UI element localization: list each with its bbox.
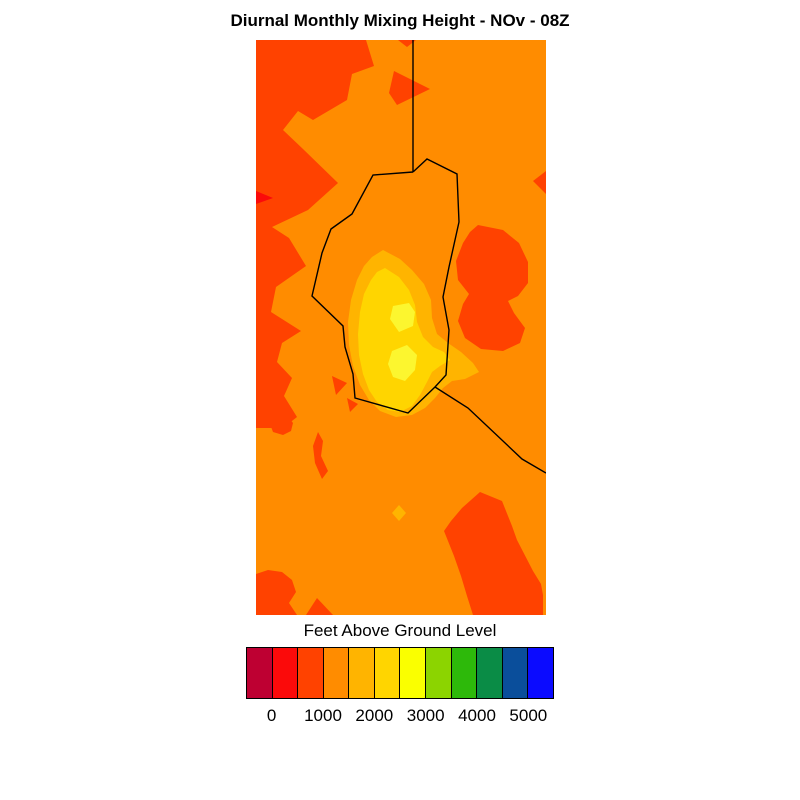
colorbar-tick-label: 0 (266, 706, 277, 725)
colorbar-tick-label: 1000 (304, 706, 342, 725)
colorbar-cell-3 (323, 647, 350, 699)
colorbar-cell-1 (272, 647, 299, 699)
colorbar-label: Feet Above Ground Level (303, 621, 497, 640)
colorbar-cell-5 (374, 647, 401, 699)
colorbar-cell-2 (298, 647, 324, 699)
colorbar-cell-8 (451, 647, 478, 699)
colorbar-tick-label: 5000 (509, 706, 548, 725)
red-blob-bottom-right (444, 492, 543, 615)
red-triangle-top (389, 71, 430, 105)
colorbar-tick-label: 3000 (406, 706, 445, 725)
red-triangle-bottom (306, 598, 333, 615)
colorbar (246, 647, 554, 699)
red-triangle-b (347, 398, 358, 412)
red-notch-top-edge (398, 40, 416, 47)
mixing-height-map (256, 40, 546, 615)
pure-red-wedge-left-edge (256, 191, 273, 204)
colorbar-cell-9 (477, 647, 503, 699)
gold-blob (358, 268, 450, 412)
amber-diamond (392, 505, 406, 521)
yellow-patch-lower (388, 345, 417, 381)
county-boundary (311, 158, 460, 414)
red-northwest-region (256, 40, 374, 428)
colorbar-cell-11 (528, 647, 554, 699)
red-triangle-a (332, 376, 347, 395)
colorbar-cell-10 (502, 647, 529, 699)
state-boundary-southeast (434, 386, 546, 474)
colorbar-cell-0 (246, 647, 273, 699)
colorbar-tick-label: 4000 (458, 706, 496, 725)
red-wedge-right-edge (533, 171, 546, 194)
colorbar-tick-labels: 0 1000 2000 3000 4000 5000 (246, 706, 554, 728)
red-patch-crescent (313, 432, 328, 479)
yellow-patch-upper (390, 303, 415, 332)
red-blob-right-middle (456, 225, 528, 351)
red-bottom-left-mass (256, 570, 297, 615)
plot-title: Diurnal Monthly Mixing Height - NOv - 08… (230, 11, 570, 30)
colorbar-cell-7 (426, 647, 452, 699)
colorbar-cell-4 (349, 647, 375, 699)
colorbar-tick-label: 2000 (355, 706, 394, 725)
colorbar-cell-6 (400, 647, 427, 699)
red-patch-egg (270, 415, 293, 435)
